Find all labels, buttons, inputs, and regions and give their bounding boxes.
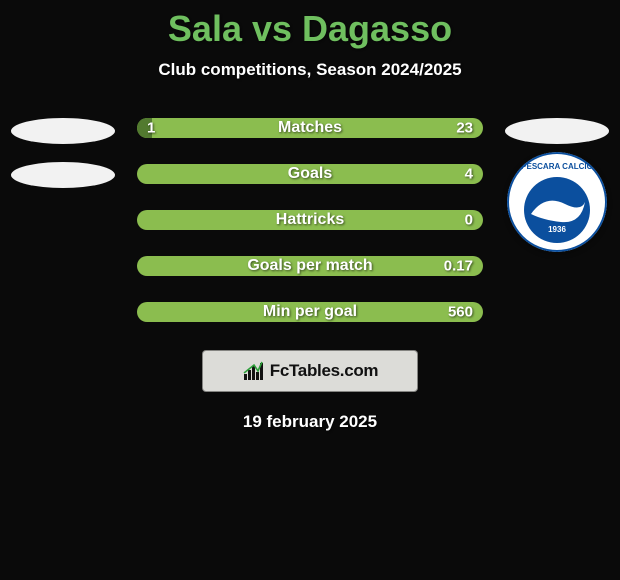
stat-right-value: 560 bbox=[448, 304, 473, 321]
stat-right-value: 23 bbox=[456, 120, 473, 137]
stat-right-value: 0 bbox=[465, 212, 473, 229]
stat-bar: Hattricks 0 bbox=[137, 210, 483, 230]
page-subtitle: Club competitions, Season 2024/2025 bbox=[0, 60, 620, 80]
player-marker bbox=[11, 118, 115, 144]
club-year-text: 1936 bbox=[548, 225, 566, 234]
stat-bar: Goals 4 bbox=[137, 164, 483, 184]
stat-right-value: 0.17 bbox=[444, 258, 473, 275]
left-marker-column bbox=[8, 118, 118, 188]
club-name-text: PESCARA CALCIO bbox=[521, 162, 593, 171]
stat-bar: Matches 1 23 bbox=[137, 118, 483, 138]
stat-bar: Min per goal 560 bbox=[137, 302, 483, 322]
stats-bars: Matches 1 23 Goals 4 Hattricks 0 Goals per matc… bbox=[137, 118, 483, 322]
brand-box: FcTables.com bbox=[202, 350, 418, 392]
stat-label: Hattricks bbox=[276, 211, 344, 229]
stat-label: Min per goal bbox=[263, 303, 357, 321]
player-marker bbox=[505, 118, 609, 144]
page-title: Sala vs Dagasso bbox=[0, 0, 620, 50]
right-marker-column: PESCARA CALCIO 1936 bbox=[502, 118, 612, 252]
stat-label: Goals per match bbox=[247, 257, 372, 275]
stat-bar: Goals per match 0.17 bbox=[137, 256, 483, 276]
chart-icon bbox=[242, 360, 264, 382]
player-marker bbox=[11, 162, 115, 188]
stat-right-value: 4 bbox=[465, 166, 473, 183]
content-area: PESCARA CALCIO 1936 Matches 1 23 Goals 4 Hatt… bbox=[0, 118, 620, 322]
brand-text: FcTables.com bbox=[270, 361, 379, 381]
stat-left-value: 1 bbox=[147, 120, 155, 137]
stat-label: Matches bbox=[278, 119, 342, 137]
club-badge-pescara: PESCARA CALCIO 1936 bbox=[507, 152, 607, 252]
stat-label: Goals bbox=[288, 165, 332, 183]
date-text: 19 february 2025 bbox=[0, 412, 620, 432]
